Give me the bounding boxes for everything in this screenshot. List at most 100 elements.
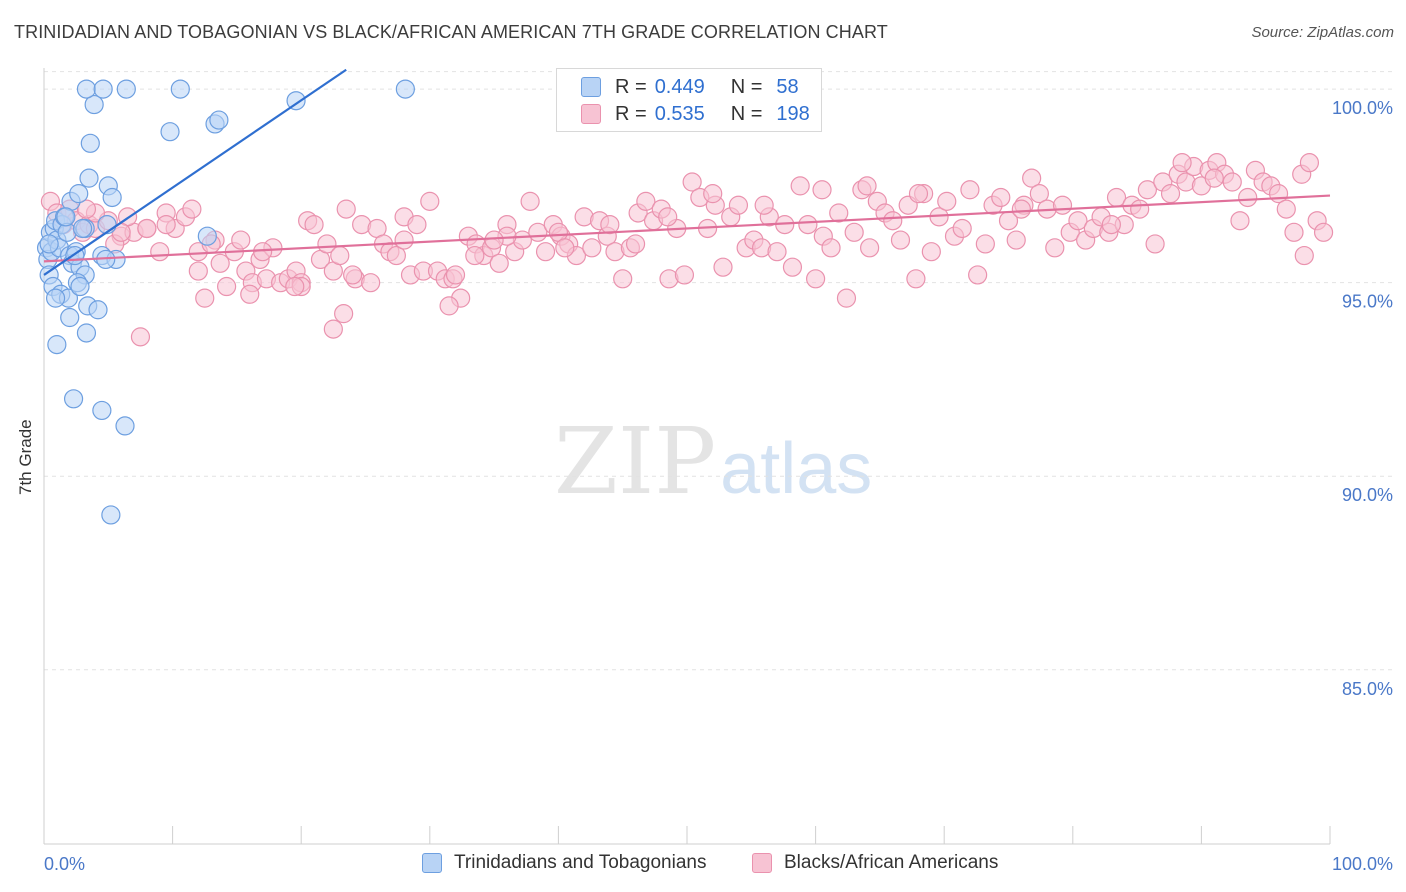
point-black-african-american	[703, 184, 723, 204]
point-black-african-american	[636, 191, 656, 211]
legend-item-black-african-americans[interactable]: Blacks/African Americans	[752, 852, 998, 874]
point-trinidadian	[60, 307, 80, 328]
point-black-african-american	[484, 230, 504, 250]
watermark-zip: ZIP	[554, 408, 717, 515]
source-label: Source: ZipAtlas.com	[1251, 24, 1394, 41]
point-black-african-american	[937, 191, 957, 211]
series-black-african-american-points	[40, 153, 1334, 347]
legend-swatch-blue	[422, 853, 442, 873]
point-black-african-american	[1313, 222, 1334, 242]
point-black-african-american	[1006, 230, 1026, 250]
point-trinidadian	[47, 335, 67, 355]
point-black-african-american	[1045, 238, 1065, 258]
point-black-african-american	[754, 195, 774, 215]
point-trinidadian	[76, 79, 97, 99]
point-black-african-american	[921, 242, 941, 262]
y-tick-label: 95.0%	[1342, 292, 1393, 312]
point-black-african-american	[812, 180, 832, 200]
point-black-african-american	[1222, 172, 1242, 192]
point-black-african-american	[555, 238, 575, 258]
point-black-african-american	[960, 180, 980, 200]
y-axis-label-wrap: 7th Grade	[16, 379, 36, 495]
point-black-african-american	[407, 214, 427, 235]
point-trinidadian	[84, 94, 104, 115]
legend-label-black-african-americans: Blacks/African Americans	[784, 852, 999, 873]
point-trinidadian	[101, 505, 121, 525]
y-tick-label: 85.0%	[1342, 679, 1393, 699]
point-black-african-american	[330, 245, 350, 266]
legend-swatch-pink	[752, 853, 772, 873]
point-trinidadian	[395, 79, 415, 99]
legend-n-value: 198	[776, 102, 810, 125]
y-tick-label: 90.0%	[1342, 485, 1393, 505]
series-legend: Trinidadians and Tobagonians Blacks/Afri…	[0, 852, 1406, 878]
point-black-african-american	[210, 253, 230, 273]
legend-item-trinidadians[interactable]: Trinidadians and Tobagonians	[422, 852, 706, 874]
point-trinidadian	[209, 110, 229, 130]
point-black-african-american	[304, 214, 324, 235]
point-black-african-american	[1204, 168, 1224, 188]
legend-n-label: N =	[730, 102, 763, 125]
point-black-african-american	[625, 234, 646, 254]
point-black-african-american	[535, 242, 556, 262]
point-black-african-american	[156, 214, 176, 235]
legend-row-blue: R = 0.449 N = 58	[581, 75, 799, 99]
point-black-african-american	[1230, 211, 1250, 231]
point-black-african-american	[1172, 153, 1192, 173]
legend-n-value: 58	[776, 75, 799, 98]
point-black-african-american	[883, 211, 903, 231]
legend-n-label: N =	[730, 75, 763, 98]
point-trinidadian	[76, 323, 97, 343]
legend-r-label: R =	[615, 102, 647, 125]
point-black-african-american	[137, 218, 157, 239]
point-black-african-american	[394, 230, 414, 250]
point-trinidadian	[45, 288, 66, 308]
point-black-african-american	[790, 176, 810, 196]
point-black-african-american	[317, 234, 337, 254]
point-black-african-american	[386, 245, 406, 266]
point-black-african-american	[1294, 245, 1314, 266]
legend-r-value: 0.449	[654, 75, 705, 98]
point-trinidadian	[63, 389, 84, 409]
point-black-african-american	[658, 207, 678, 227]
point-trinidadian	[88, 300, 108, 320]
point-black-african-american	[445, 265, 466, 285]
legend-r-label: R =	[615, 75, 647, 98]
point-black-african-american	[798, 214, 818, 235]
point-black-african-american	[600, 214, 620, 235]
point-trinidadian	[80, 133, 100, 153]
point-trinidadian	[69, 184, 89, 204]
point-trinidadian	[72, 218, 93, 239]
point-black-african-american	[908, 184, 929, 204]
point-black-african-american	[1160, 184, 1181, 204]
point-trinidadian	[70, 276, 90, 297]
point-trinidadian	[93, 79, 113, 99]
point-black-african-american	[767, 242, 787, 262]
point-black-african-american	[1145, 234, 1165, 254]
point-black-african-american	[240, 284, 260, 304]
series-trinidadian-points	[36, 79, 415, 525]
point-black-african-american	[195, 288, 215, 308]
point-black-african-american	[439, 296, 459, 316]
point-trinidadian	[160, 122, 180, 142]
point-black-african-american	[361, 273, 381, 293]
point-trinidadian	[197, 226, 217, 246]
point-black-african-american	[844, 222, 864, 242]
point-black-african-american	[520, 191, 540, 211]
point-black-african-american	[489, 253, 509, 273]
point-trinidadian	[286, 91, 306, 111]
point-trinidadian	[170, 79, 190, 99]
stats-legend: R = 0.449 N = 58 R = 0.535 N = 198	[556, 68, 822, 132]
point-trinidadian	[39, 234, 59, 254]
point-black-african-american	[188, 261, 208, 281]
x-tick-label-max: 100.0%	[1332, 854, 1393, 874]
legend-swatch-pink	[581, 104, 601, 124]
point-black-african-american	[1068, 211, 1088, 231]
point-black-african-american	[1022, 168, 1042, 188]
point-black-african-american	[836, 288, 857, 308]
point-black-african-american	[231, 230, 251, 250]
point-black-african-american	[968, 265, 988, 285]
legend-swatch-blue	[581, 77, 601, 97]
point-black-african-american	[782, 257, 803, 277]
point-black-african-american	[728, 195, 749, 215]
